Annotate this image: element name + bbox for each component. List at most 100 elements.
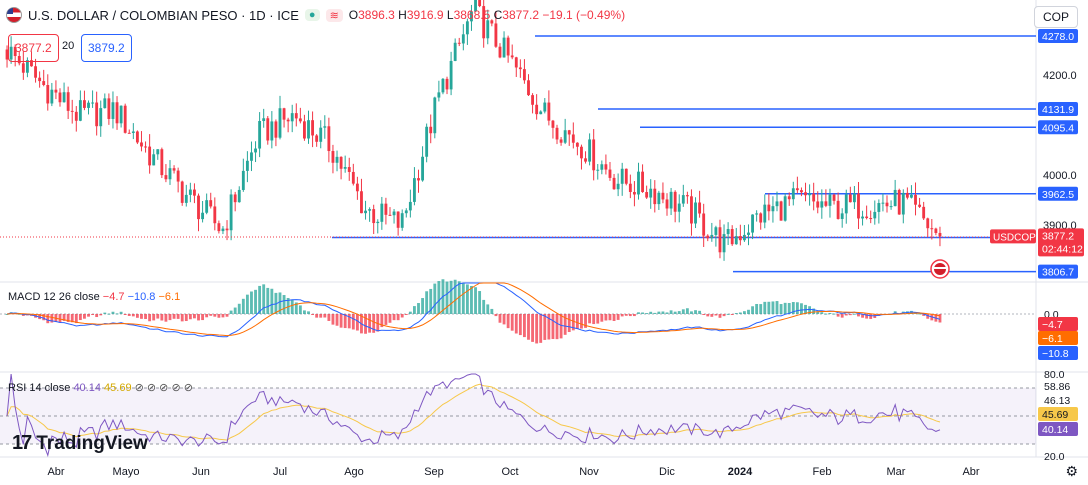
macd-bar <box>449 280 453 314</box>
macd-histogram <box>5 279 942 344</box>
candle-body <box>38 77 42 82</box>
candle-body <box>201 212 205 220</box>
candle-body <box>413 178 416 202</box>
macd-bar <box>91 314 95 315</box>
candle-body <box>457 42 461 44</box>
candle-body <box>832 194 836 201</box>
rsi-line <box>6 373 941 458</box>
macd-bar <box>820 312 824 314</box>
candle-body <box>461 34 465 44</box>
macd-bar <box>677 311 681 314</box>
candles <box>5 0 942 261</box>
macd-bar <box>417 303 420 314</box>
time-tick-label: Oct <box>501 466 518 478</box>
macd-bar <box>869 314 873 319</box>
market-open-icon[interactable]: ● <box>304 9 320 21</box>
candle-body <box>135 131 139 143</box>
rsi-ma-line <box>6 383 941 441</box>
candle-body <box>184 194 188 203</box>
candle-body <box>848 194 852 203</box>
candle-body <box>425 126 429 157</box>
low-value: 3868.5 <box>453 8 491 22</box>
macd-bar <box>478 291 482 314</box>
symbol-header: U.S. DOLLAR / COLOMBIAN PESO · 1D · ICE … <box>6 7 625 23</box>
last-price-label: 3877.2 <box>1042 230 1074 242</box>
macd-bar <box>718 314 722 318</box>
macd-bar <box>681 309 685 314</box>
candle-body <box>714 227 718 235</box>
close-label: C <box>493 8 503 22</box>
macd-bar <box>596 314 600 324</box>
candle-body <box>408 201 412 211</box>
level-tag <box>1038 186 1078 201</box>
macd-bar <box>294 302 298 314</box>
rsi-tick-label: 46.13 <box>1044 395 1070 407</box>
candle-body <box>311 120 315 136</box>
candle-body <box>779 201 783 221</box>
macd-bar <box>669 310 673 314</box>
macd-bar <box>494 314 498 317</box>
candle-body <box>897 189 901 215</box>
macd-bar <box>604 314 608 321</box>
macd-legend[interactable]: MACD 12 26 close −4.7 −10.8 −6.1 <box>8 291 180 303</box>
macd-bar <box>580 314 583 329</box>
macd-bar <box>861 314 864 318</box>
settings-gear-icon[interactable]: ⚙ <box>1065 463 1078 479</box>
candle-body <box>205 200 209 213</box>
level-tag <box>1038 29 1078 43</box>
candle-body <box>319 127 323 142</box>
sell-quote-button[interactable]: 3877.2 <box>8 34 59 62</box>
candle-body <box>771 206 775 212</box>
macd-bar <box>844 314 848 316</box>
candle-body <box>881 202 885 204</box>
candle-body <box>433 97 437 134</box>
macd-bar <box>38 314 42 320</box>
wave-icon[interactable]: ≋ <box>325 8 343 22</box>
candle-body <box>816 201 820 208</box>
time-tick-label: Mayo <box>113 466 140 478</box>
candle-body <box>290 113 294 122</box>
candle-body <box>478 0 482 7</box>
candle-body <box>873 211 877 219</box>
candle-body <box>368 209 372 211</box>
candle-body <box>787 196 791 200</box>
macd-bar <box>779 304 783 314</box>
macd-bar <box>396 314 400 321</box>
candle-body <box>734 236 738 245</box>
level-tag <box>1038 120 1078 135</box>
candle-body <box>197 195 200 220</box>
macd-bar <box>722 314 726 317</box>
macd-bar <box>42 314 46 321</box>
candle-body <box>482 6 486 39</box>
candle-body <box>828 194 832 206</box>
candle-body <box>66 92 70 111</box>
macd-bar <box>498 314 502 323</box>
candle-body <box>588 139 592 162</box>
macd-bar <box>250 291 253 314</box>
candle-body <box>241 170 245 190</box>
rsi-legend[interactable]: RSI 14 close 40.14 45.69 ⊘ ⊘ ⊘ ⊘ ⊘ <box>8 381 193 394</box>
candle-body <box>702 213 706 236</box>
candle-body <box>812 193 816 202</box>
indicator-tag <box>1038 346 1078 360</box>
candle-body <box>465 21 469 35</box>
candle-body <box>645 192 649 198</box>
last-price-tag <box>1038 228 1084 257</box>
rsi-hidden-icons[interactable]: ⊘ ⊘ ⊘ ⊘ ⊘ <box>134 382 193 394</box>
level-tag-label: 3962.5 <box>1042 189 1074 201</box>
macd-bar <box>828 312 832 314</box>
buy-quote-button[interactable]: 3879.2 <box>81 34 132 62</box>
tradingview-logo[interactable]: 17 TradingView <box>12 432 148 455</box>
macd-bar <box>474 287 477 314</box>
symbol-title[interactable]: U.S. DOLLAR / COLOMBIAN PESO · 1D · ICE <box>28 7 299 23</box>
open-value: 3896.3 <box>358 8 395 22</box>
candle-body <box>78 100 82 121</box>
currency-select[interactable]: COP <box>1033 6 1078 28</box>
candle-body <box>518 67 522 70</box>
candle-body <box>612 177 616 190</box>
macd-bar <box>800 303 803 314</box>
macd-bar <box>66 314 70 323</box>
macd-bar <box>413 306 416 314</box>
